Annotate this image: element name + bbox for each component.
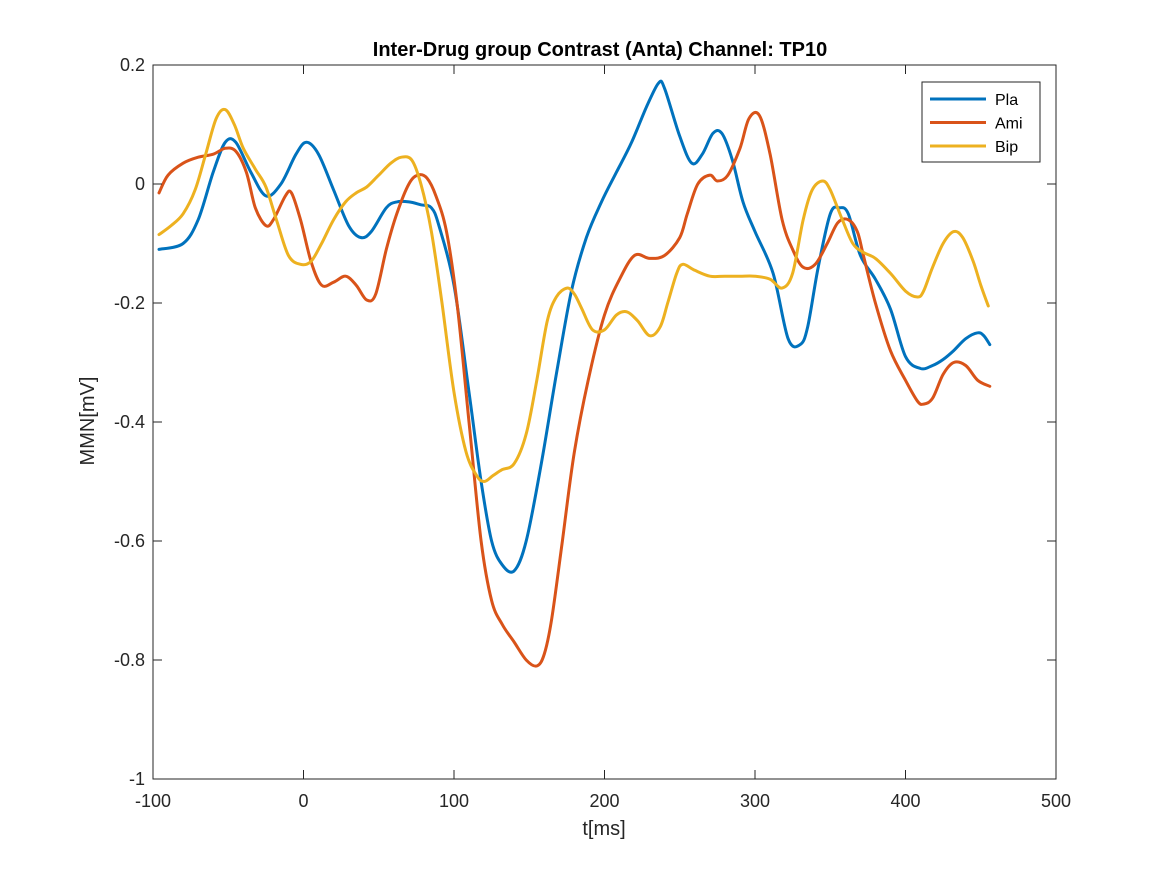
x-axis-label: t[ms] bbox=[582, 818, 625, 840]
series-line-bip bbox=[157, 107, 990, 483]
series-line-ami bbox=[157, 110, 992, 668]
x-tick-label: 500 bbox=[1041, 791, 1071, 811]
x-tick-label: 400 bbox=[890, 791, 920, 811]
y-tick-label: -0.2 bbox=[114, 293, 145, 313]
y-tick-label: 0.2 bbox=[120, 55, 145, 75]
x-tick-label: 100 bbox=[439, 791, 469, 811]
legend-label-ami: Ami bbox=[995, 116, 1023, 133]
x-tick-label: -100 bbox=[135, 791, 171, 811]
y-tick-label: 0 bbox=[135, 174, 145, 194]
y-tick-label: -1 bbox=[129, 769, 145, 789]
x-tick-label: 200 bbox=[589, 791, 619, 811]
x-tick-label: 300 bbox=[740, 791, 770, 811]
y-axis-label: MMN[mV] bbox=[77, 377, 99, 466]
x-tick-label: 0 bbox=[298, 791, 308, 811]
legend-label-bip: Bip bbox=[995, 139, 1018, 156]
axes-box bbox=[152, 64, 1057, 780]
y-tick-label: -0.4 bbox=[114, 412, 145, 432]
series-layer bbox=[157, 79, 992, 668]
series-line-pla bbox=[157, 79, 992, 574]
y-tick-label: -0.6 bbox=[114, 531, 145, 551]
legend: Pla Ami Bip bbox=[921, 81, 1041, 163]
ticks-layer: -100 0 100 200 300 400 500 -1 -0.8 -0.6 -0.4 -0.2 0 0… bbox=[114, 55, 1071, 811]
plot-area bbox=[152, 64, 1057, 780]
chart-title: Inter-Drug group Contrast (Anta) Channel… bbox=[373, 39, 827, 61]
y-tick-label: -0.8 bbox=[114, 650, 145, 670]
legend-label-pla: Pla bbox=[995, 92, 1018, 109]
